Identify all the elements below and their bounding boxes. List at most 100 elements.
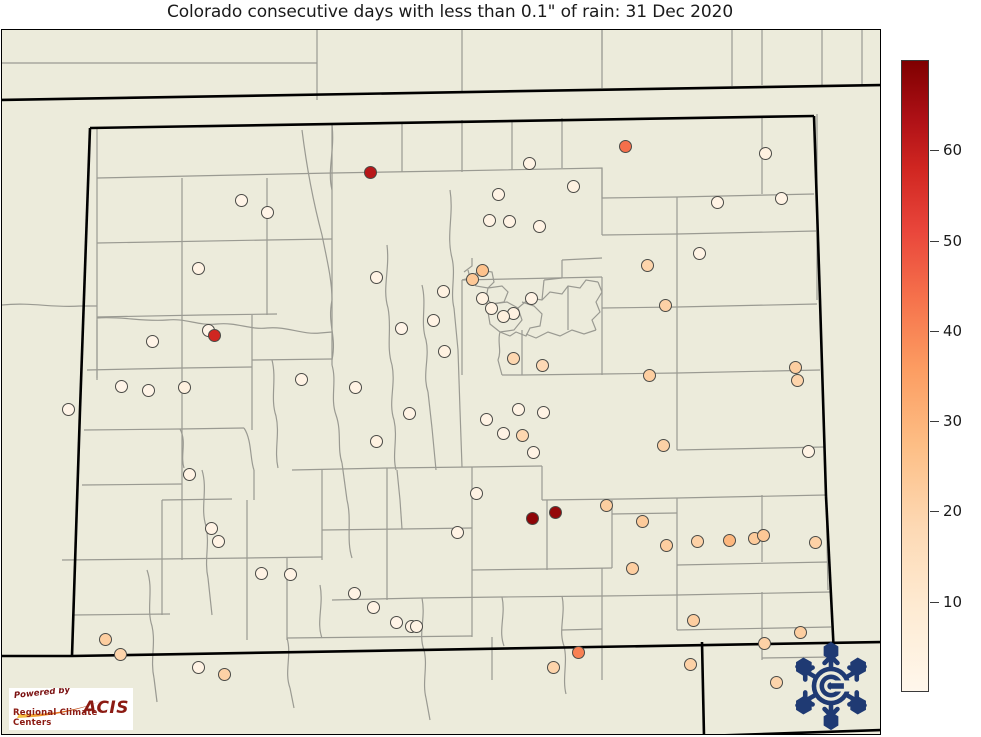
station-point[interactable] (191, 660, 205, 674)
colorado-county-map (2, 30, 880, 734)
station-point[interactable] (571, 645, 585, 659)
station-point[interactable] (475, 291, 489, 305)
colorbar-tick-label: 20 (943, 502, 963, 521)
station-point[interactable] (426, 313, 440, 327)
station-point[interactable] (141, 383, 155, 397)
station-point[interactable] (61, 402, 75, 416)
station-point[interactable] (659, 538, 673, 552)
station-point[interactable] (526, 445, 540, 459)
station-point[interactable] (692, 246, 706, 260)
station-point[interactable] (548, 505, 562, 519)
colorbar-tick-label: 40 (943, 321, 963, 340)
snowflake-logo-icon (795, 641, 867, 731)
station-points-layer (2, 30, 880, 734)
station-point[interactable] (177, 380, 191, 394)
station-point[interactable] (207, 328, 221, 342)
station-point[interactable] (625, 561, 639, 575)
station-point[interactable] (114, 379, 128, 393)
station-point[interactable] (402, 406, 416, 420)
station-point[interactable] (535, 358, 549, 372)
colorbar-tick-label: 10 (943, 592, 963, 611)
station-point[interactable] (690, 534, 704, 548)
station-point[interactable] (211, 534, 225, 548)
colorbar-tick (930, 601, 939, 603)
station-point[interactable] (532, 219, 546, 233)
station-point[interactable] (475, 263, 489, 277)
station-point[interactable] (182, 467, 196, 481)
station-point[interactable] (656, 438, 670, 452)
page-title: Colorado consecutive days with less than… (166, 2, 734, 22)
station-point[interactable] (254, 566, 268, 580)
station-point[interactable] (801, 444, 815, 458)
acis-swoosh-icon (17, 700, 104, 718)
station-point[interactable] (788, 360, 802, 374)
station-point[interactable] (496, 426, 510, 440)
station-point[interactable] (774, 191, 788, 205)
station-point[interactable] (217, 667, 231, 681)
station-point[interactable] (658, 298, 672, 312)
station-point[interactable] (599, 498, 613, 512)
station-point[interactable] (491, 187, 505, 201)
station-point[interactable] (294, 372, 308, 386)
colorbar-tick (930, 330, 939, 332)
station-point[interactable] (566, 179, 580, 193)
station-point[interactable] (502, 214, 516, 228)
station-point[interactable] (479, 412, 493, 426)
station-point[interactable] (506, 351, 520, 365)
station-point[interactable] (683, 657, 697, 671)
station-point[interactable] (369, 270, 383, 284)
station-point[interactable] (363, 165, 377, 179)
station-point[interactable] (204, 521, 218, 535)
station-point[interactable] (536, 405, 550, 419)
station-point[interactable] (482, 213, 496, 227)
station-point[interactable] (366, 600, 380, 614)
station-point[interactable] (524, 291, 538, 305)
colorbar-tick-label: 30 (943, 412, 963, 431)
station-point[interactable] (394, 321, 408, 335)
station-point[interactable] (191, 261, 205, 275)
station-point[interactable] (511, 402, 525, 416)
station-point[interactable] (113, 647, 127, 661)
station-point[interactable] (522, 156, 536, 170)
station-point[interactable] (436, 284, 450, 298)
station-point[interactable] (710, 195, 724, 209)
station-point[interactable] (469, 486, 483, 500)
station-point[interactable] (722, 533, 736, 547)
station-point[interactable] (409, 619, 423, 633)
station-point[interactable] (757, 636, 771, 650)
station-point[interactable] (790, 373, 804, 387)
station-point[interactable] (642, 368, 656, 382)
colorbar-tick-label: 60 (943, 141, 963, 160)
station-point[interactable] (450, 525, 464, 539)
station-point[interactable] (465, 272, 479, 286)
station-point[interactable] (769, 675, 783, 689)
colorbar-tick (930, 150, 939, 152)
station-point[interactable] (347, 586, 361, 600)
station-point[interactable] (369, 434, 383, 448)
station-point[interactable] (635, 514, 649, 528)
station-point[interactable] (758, 146, 772, 160)
acis-wordmark: ACIS (83, 698, 129, 718)
station-point[interactable] (389, 615, 403, 629)
station-point[interactable] (525, 511, 539, 525)
station-point[interactable] (515, 428, 529, 442)
station-point[interactable] (98, 632, 112, 646)
station-point[interactable] (484, 301, 498, 315)
station-point[interactable] (260, 205, 274, 219)
station-point[interactable] (496, 309, 510, 323)
station-point[interactable] (145, 334, 159, 348)
station-point[interactable] (686, 613, 700, 627)
station-point[interactable] (640, 258, 654, 272)
acis-subtitle: Regional Climate Centers (13, 708, 98, 728)
station-point[interactable] (437, 344, 451, 358)
station-point[interactable] (756, 528, 770, 542)
station-point[interactable] (618, 139, 632, 153)
colorbar-tick (930, 421, 939, 423)
station-point[interactable] (283, 567, 297, 581)
station-point[interactable] (348, 380, 362, 394)
station-point[interactable] (546, 660, 560, 674)
station-point[interactable] (808, 535, 822, 549)
map-panel[interactable] (1, 29, 881, 735)
station-point[interactable] (234, 193, 248, 207)
station-point[interactable] (793, 625, 807, 639)
